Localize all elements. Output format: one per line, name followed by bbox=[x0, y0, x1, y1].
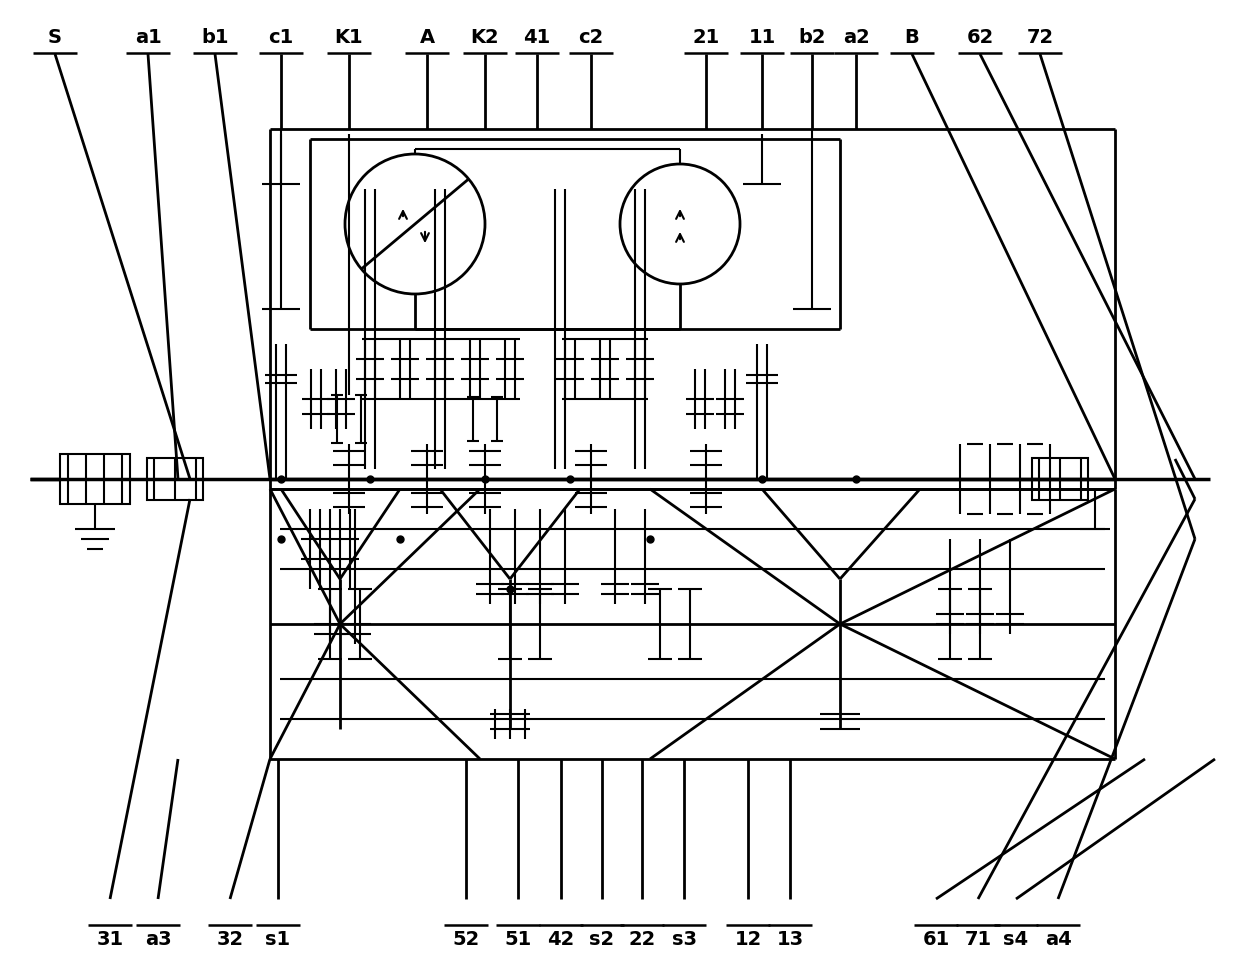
Text: 22: 22 bbox=[629, 929, 656, 948]
Text: K1: K1 bbox=[335, 28, 363, 47]
Text: 61: 61 bbox=[923, 929, 950, 948]
Text: a3: a3 bbox=[145, 929, 171, 948]
Text: 41: 41 bbox=[523, 28, 551, 47]
Text: 21: 21 bbox=[692, 28, 719, 47]
Text: B: B bbox=[905, 28, 919, 47]
Text: 72: 72 bbox=[1027, 28, 1054, 47]
Text: 31: 31 bbox=[97, 929, 124, 948]
Text: 52: 52 bbox=[453, 929, 480, 948]
Text: s3: s3 bbox=[672, 929, 697, 948]
Text: 12: 12 bbox=[734, 929, 761, 948]
Text: c1: c1 bbox=[268, 28, 294, 47]
Text: a2: a2 bbox=[843, 28, 869, 47]
Text: 11: 11 bbox=[749, 28, 776, 47]
Bar bbox=[1032, 458, 1087, 500]
Text: A: A bbox=[419, 28, 434, 47]
Text: 42: 42 bbox=[547, 929, 574, 948]
Text: c2: c2 bbox=[578, 28, 604, 47]
Text: S: S bbox=[48, 28, 62, 47]
Text: b1: b1 bbox=[201, 28, 228, 47]
Text: 62: 62 bbox=[966, 28, 993, 47]
Text: 51: 51 bbox=[505, 929, 532, 948]
Text: 71: 71 bbox=[965, 929, 992, 948]
Text: a1: a1 bbox=[135, 28, 161, 47]
Text: s1: s1 bbox=[265, 929, 290, 948]
Text: 13: 13 bbox=[776, 929, 804, 948]
Bar bbox=[60, 454, 130, 505]
Text: K2: K2 bbox=[471, 28, 500, 47]
Text: s4: s4 bbox=[1003, 929, 1028, 948]
Text: s2: s2 bbox=[589, 929, 615, 948]
Text: b2: b2 bbox=[799, 28, 826, 47]
Text: 32: 32 bbox=[217, 929, 243, 948]
Text: a4: a4 bbox=[1044, 929, 1071, 948]
Bar bbox=[148, 458, 203, 500]
